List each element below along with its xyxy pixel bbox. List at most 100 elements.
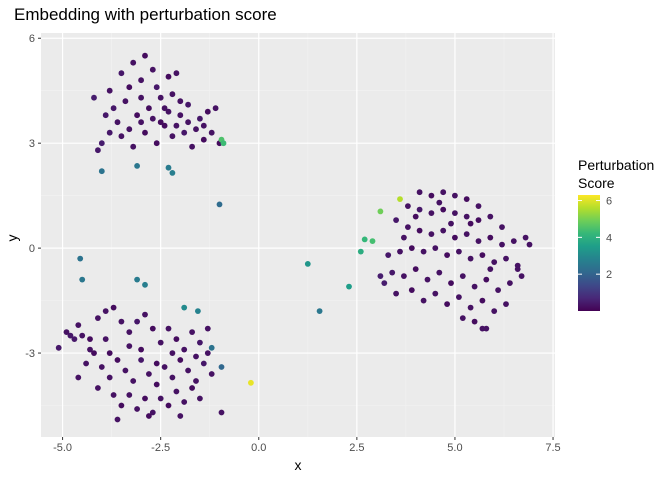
data-point — [420, 297, 427, 304]
data-points — [55, 52, 533, 423]
data-point — [208, 371, 215, 377]
data-point — [149, 325, 156, 332]
data-point — [165, 73, 172, 80]
data-point — [138, 346, 145, 353]
data-point — [428, 231, 435, 238]
data-point — [401, 234, 407, 241]
data-point — [110, 105, 117, 112]
y-axis-title: y — [4, 235, 20, 242]
data-point — [483, 276, 490, 283]
legend-tick-label: 2 — [606, 269, 612, 281]
data-point — [463, 196, 470, 203]
data-point — [153, 381, 160, 388]
data-point — [126, 126, 133, 133]
data-point — [471, 283, 478, 290]
data-point — [122, 98, 129, 105]
data-point — [114, 416, 121, 423]
data-point — [467, 255, 474, 262]
data-point — [412, 266, 419, 272]
data-point — [63, 329, 70, 335]
data-point — [440, 189, 447, 196]
data-point — [193, 378, 199, 384]
data-point — [507, 280, 513, 286]
data-point — [173, 336, 180, 342]
data-point — [165, 108, 172, 115]
data-point — [118, 133, 125, 140]
x-tick-label: 2.5 — [349, 442, 364, 454]
data-point — [106, 87, 113, 94]
data-point — [208, 129, 215, 136]
x-tick-label: -2.5 — [151, 442, 170, 454]
data-point — [79, 276, 86, 283]
data-point — [475, 238, 482, 245]
data-point — [381, 280, 388, 286]
data-point — [408, 245, 415, 252]
data-point — [499, 224, 505, 231]
data-point — [177, 357, 184, 363]
data-point — [522, 234, 529, 241]
data-point — [106, 350, 113, 356]
data-point — [479, 297, 486, 304]
data-point — [518, 273, 525, 279]
data-point — [432, 290, 439, 297]
legend-ticks: 2 4 6 — [578, 196, 612, 281]
data-point — [316, 308, 323, 314]
data-point — [248, 379, 254, 386]
legend-tick-label: 6 — [606, 196, 612, 208]
data-point — [106, 374, 113, 381]
data-point — [459, 273, 466, 279]
data-point — [197, 115, 203, 122]
data-point — [110, 392, 117, 398]
data-point — [424, 276, 431, 283]
x-tick-label: 0.0 — [251, 442, 266, 454]
data-point — [456, 248, 462, 255]
data-point — [165, 325, 172, 332]
data-point — [153, 84, 160, 91]
data-point — [87, 346, 93, 353]
data-point — [467, 304, 474, 311]
data-point — [75, 374, 82, 381]
data-point — [165, 402, 172, 409]
data-point — [436, 199, 443, 206]
data-point — [134, 163, 141, 169]
data-point — [428, 210, 435, 217]
data-point — [393, 290, 399, 297]
data-point — [185, 367, 192, 374]
data-point — [146, 105, 152, 112]
x-axis-ticks: -5.0 -2.5 0.0 2.5 5.0 7.5 — [53, 437, 561, 454]
data-point — [393, 217, 399, 224]
data-point — [185, 119, 192, 126]
data-point — [459, 315, 466, 321]
chart-title: Embedding with perturbation score — [14, 5, 277, 24]
data-point — [130, 143, 137, 150]
data-point — [463, 231, 470, 238]
data-point — [479, 252, 486, 258]
data-point — [361, 236, 368, 243]
data-point — [487, 234, 494, 241]
data-point — [189, 385, 196, 391]
data-point — [55, 344, 62, 351]
data-point — [377, 273, 384, 279]
data-point — [197, 395, 203, 402]
data-point — [142, 281, 148, 288]
data-point — [181, 399, 188, 405]
x-tick-label: 5.0 — [447, 442, 462, 454]
data-point — [428, 192, 435, 199]
data-point — [503, 255, 509, 262]
minor-gridlines — [41, 33, 555, 437]
data-point — [67, 332, 74, 339]
data-point — [153, 360, 160, 367]
y-tick-label: 0 — [29, 243, 35, 255]
data-point — [220, 140, 227, 147]
data-point — [181, 129, 188, 136]
data-point — [397, 248, 403, 255]
data-point — [114, 357, 121, 363]
data-point — [412, 213, 419, 220]
data-point — [204, 108, 211, 115]
data-point — [405, 224, 411, 231]
data-point — [75, 322, 82, 328]
data-point — [416, 227, 423, 234]
data-point — [346, 283, 352, 290]
data-point — [452, 234, 458, 241]
data-point — [173, 70, 180, 77]
